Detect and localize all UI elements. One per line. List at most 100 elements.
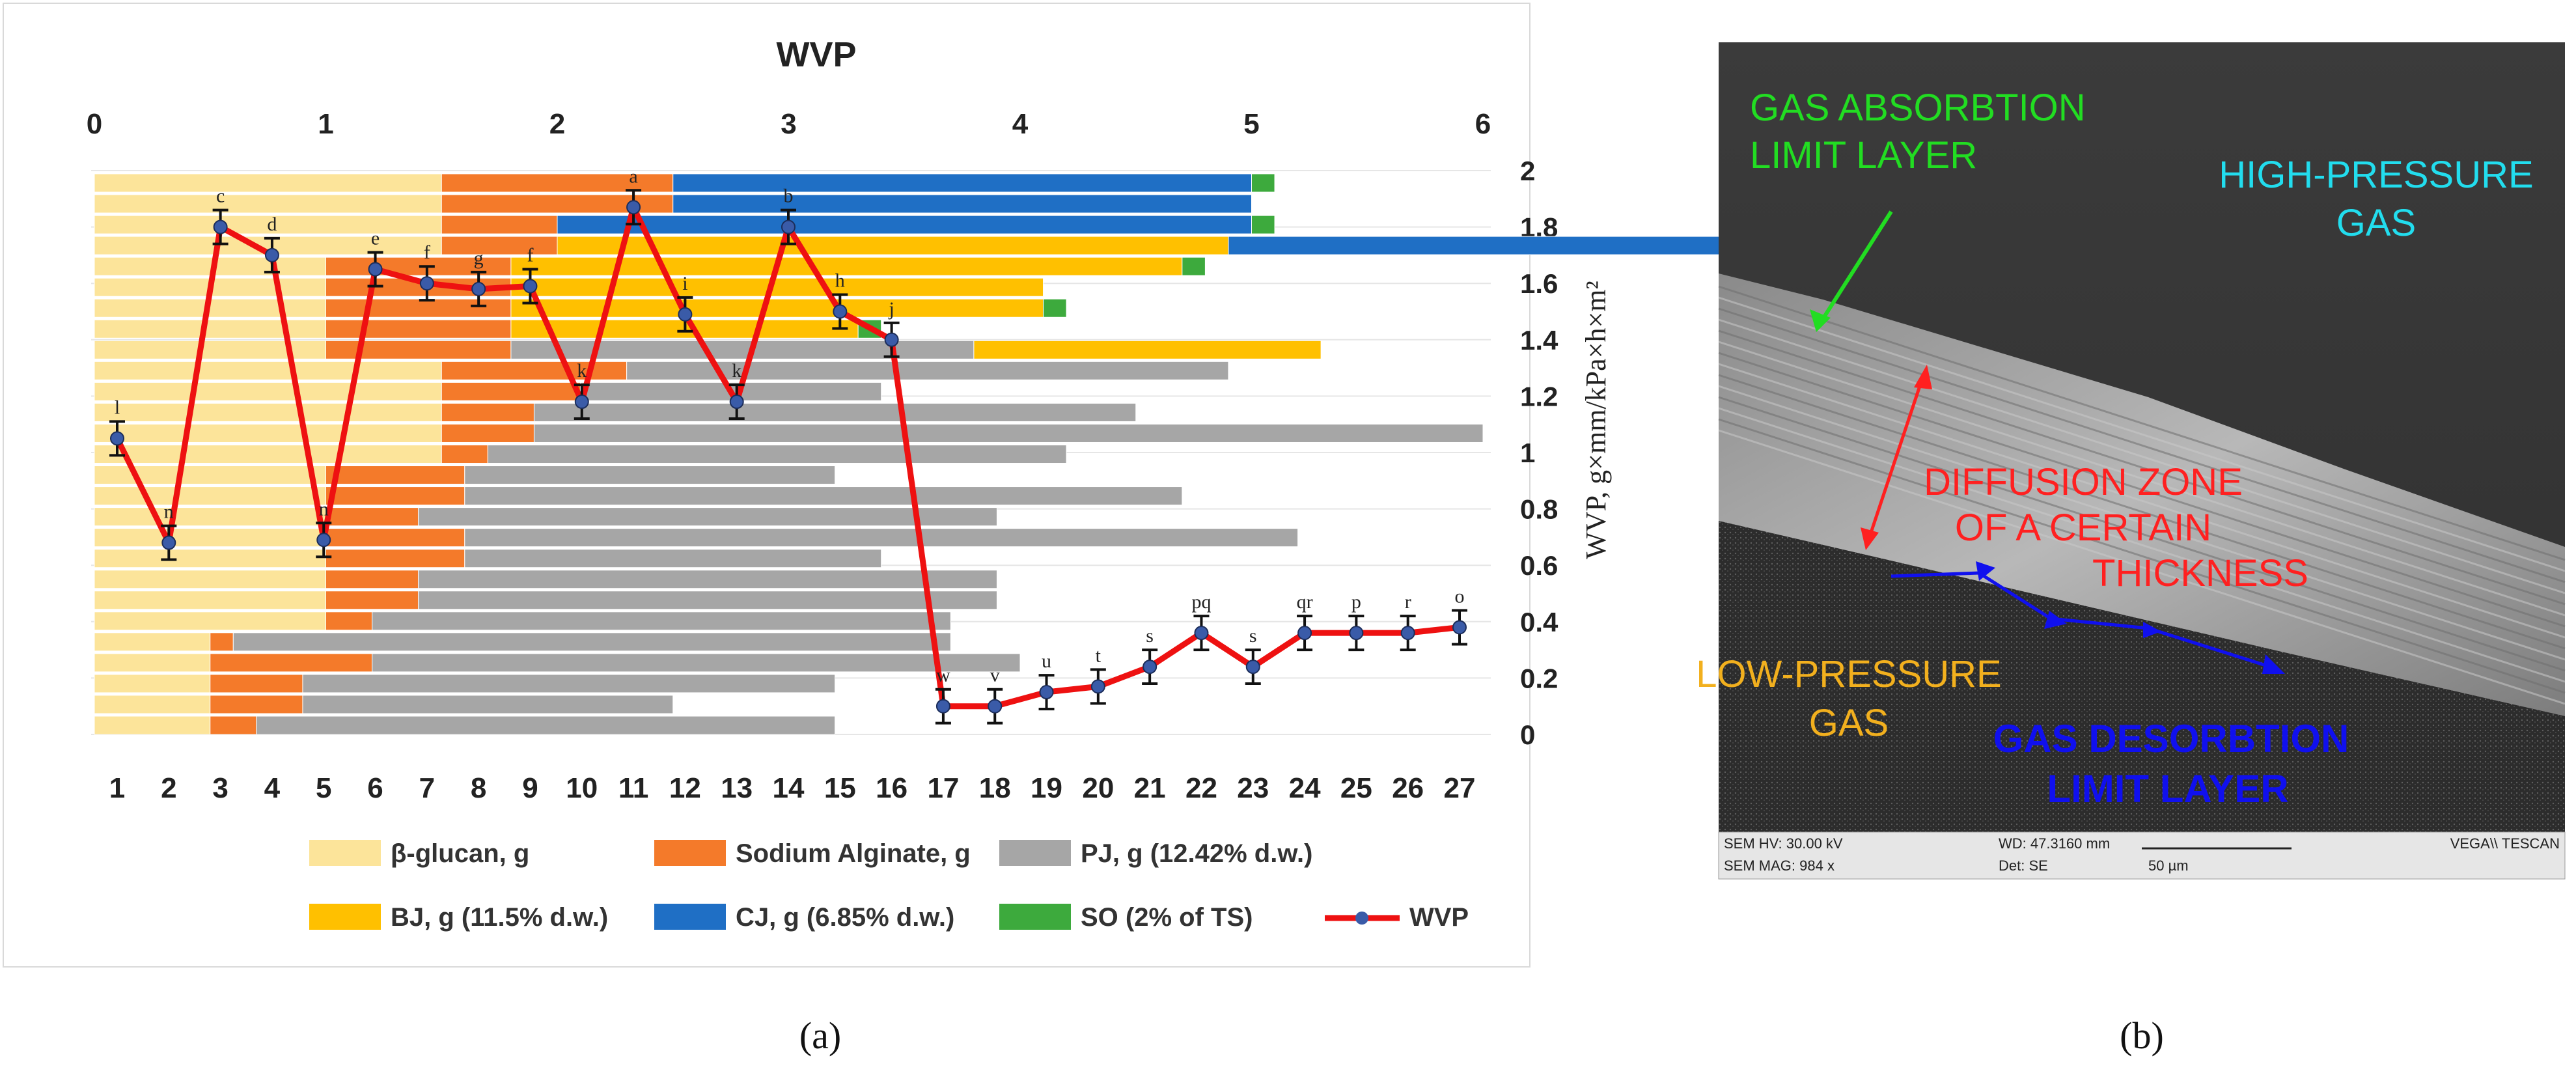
bar-segment: [418, 591, 997, 610]
significance-letter: l: [115, 397, 120, 418]
bar-segment: [94, 653, 211, 673]
right-tick-label: 0.8: [1520, 494, 1558, 525]
sem-label-diffusion-1: DIFFUSION ZONE: [1924, 461, 2243, 503]
sem-label-lowpressure-2: GAS: [1809, 702, 1889, 744]
bottom-tick-label: 24: [1289, 772, 1321, 804]
wvp-point: [1452, 620, 1467, 635]
right-tick-label: 1.2: [1520, 381, 1558, 411]
sem-label-desorption-2: LIMIT LAYER: [2047, 767, 2288, 811]
bottom-tick-label: 10: [566, 772, 598, 804]
bar-segment: [372, 653, 1021, 673]
significance-letter: f: [424, 242, 430, 263]
sem-hv: SEM HV: 30.00 kV: [1724, 835, 1843, 852]
bar-segment: [464, 466, 836, 485]
legend-swatch: [309, 904, 381, 930]
wvp-point: [316, 533, 331, 548]
wvp-point: [833, 304, 848, 319]
bar-segment: [464, 486, 1183, 506]
legend-label: CJ, g (6.85% d.w.): [736, 903, 954, 932]
panel-label-b: (b): [2120, 1014, 2164, 1057]
bar-segment: [325, 549, 465, 568]
bottom-tick-label: 20: [1082, 772, 1114, 804]
sem-brand: VEGA\\ TESCAN: [2450, 835, 2560, 852]
bar-segment: [973, 340, 1322, 359]
significance-letter: s: [1249, 625, 1257, 647]
wvp-point: [729, 395, 744, 410]
bottom-tick-label: 1: [109, 772, 125, 804]
panel-a-frame: [3, 3, 1530, 968]
significance-letter: w: [936, 665, 950, 686]
desorption-arrow-head-1: [1976, 561, 1995, 581]
wvp-point: [626, 200, 641, 215]
bar-segment: [325, 340, 512, 359]
bar-segment: [325, 507, 419, 527]
bar-segment: [210, 674, 303, 693]
significance-letter: r: [1405, 591, 1411, 613]
top-tick-label: 6: [1475, 108, 1491, 140]
film-texture-line: [1718, 285, 2566, 561]
right-tick-label: 0.4: [1520, 607, 1558, 637]
legend-marker: [1355, 912, 1368, 925]
top-axis: 0 1 2 3 4 5 6: [87, 108, 1491, 140]
significance-letter: d: [267, 214, 277, 235]
top-tick-label: 3: [781, 108, 796, 140]
significance-letter: n: [319, 498, 329, 520]
bottom-tick-label: 13: [721, 772, 753, 804]
bar-segment: [441, 215, 558, 234]
top-tick-label: 5: [1243, 108, 1259, 140]
significance-letter: b: [784, 186, 794, 207]
significance-letter: e: [371, 228, 380, 249]
bar-segment: [325, 486, 465, 506]
legend-label: PJ, g (12.42% d.w.): [1081, 839, 1312, 868]
wvp-point: [523, 279, 538, 294]
diffusion-arrow-head-top: [1914, 365, 1932, 389]
significance-letter: h: [835, 270, 845, 292]
bottom-tick-label: 22: [1185, 772, 1217, 804]
bottom-tick-label: 17: [927, 772, 959, 804]
bar-segment: [325, 611, 373, 631]
right-tick-label: 0.6: [1520, 550, 1558, 581]
film-texture-line: [1718, 307, 2566, 583]
sem-label-diffusion-2: OF A CERTAIN: [1955, 507, 2211, 549]
sem-label-diffusion-3: THICKNESS: [2092, 552, 2308, 594]
bar-segment: [672, 194, 1252, 214]
desorption-arrow-head-4: [2262, 654, 2285, 674]
bar-segment: [94, 319, 326, 339]
bottom-tick-label: 16: [876, 772, 907, 804]
wvp-point: [1090, 679, 1105, 694]
right-tick-label: 1.4: [1520, 325, 1558, 355]
significance-letter: s: [1146, 625, 1154, 647]
significance-letter: o: [1455, 585, 1465, 607]
top-tick-label: 1: [318, 108, 333, 140]
bottom-tick-label: 19: [1031, 772, 1062, 804]
stacked-bars: [94, 173, 1923, 735]
bar-segment: [94, 361, 442, 380]
significance-letter: k: [577, 360, 587, 382]
bar-segment: [510, 257, 1183, 276]
panel-label-a: (a): [799, 1014, 841, 1057]
legend-swatch: [309, 840, 381, 866]
bottom-tick-label: 3: [212, 772, 228, 804]
bar-segment: [94, 549, 326, 568]
bar-segment: [1251, 215, 1275, 234]
wvp-point: [419, 276, 434, 291]
bottom-tick-label: 9: [522, 772, 538, 804]
sem-info-bar: [1718, 831, 2566, 880]
film-texture-line: [1718, 363, 2566, 639]
bar-segment: [464, 528, 1299, 548]
legend-swatch: [654, 840, 726, 866]
wvp-point: [1297, 626, 1312, 641]
wvp-point: [471, 281, 486, 296]
bottom-tick-label: 11: [618, 772, 649, 804]
significance-letter: u: [1042, 650, 1051, 672]
bar-segment: [533, 402, 1137, 422]
legend-label: WVP: [1409, 903, 1469, 932]
bar-segment: [94, 591, 326, 610]
diffusion-arrow: [1866, 374, 1926, 541]
right-axis: 00.20.40.60.811.21.41.61.82: [1520, 156, 1558, 750]
wvp-point: [884, 332, 899, 347]
bar-segment: [533, 423, 1484, 443]
bar-segment: [302, 674, 836, 693]
right-axis-label: WVP, g×mm/kPa×h×m²: [1580, 281, 1612, 559]
desorption-arrow-head-3: [2143, 622, 2161, 638]
